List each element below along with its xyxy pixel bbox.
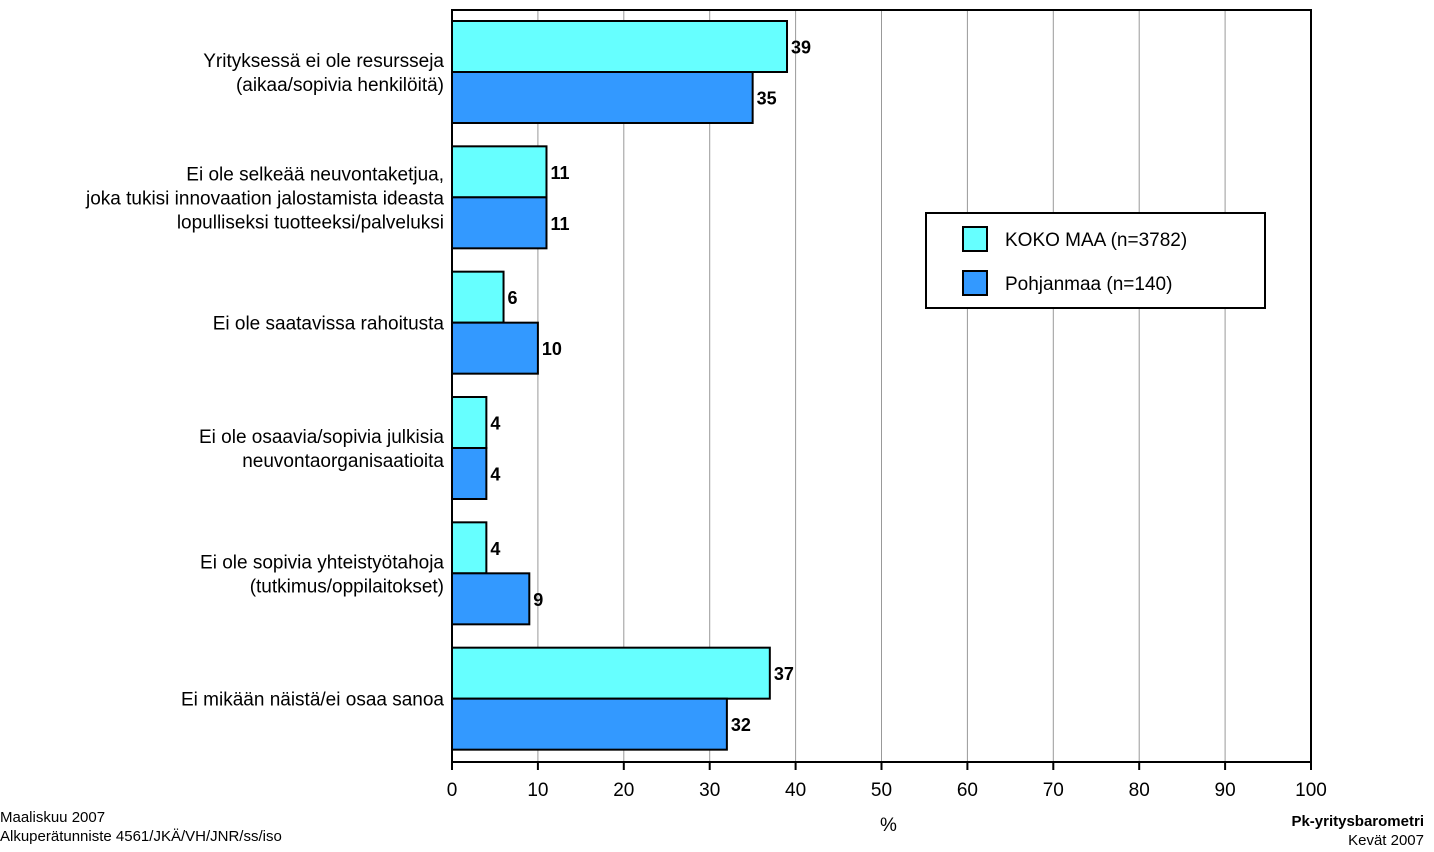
value-label-pohjanmaa-1: 11 <box>550 214 569 234</box>
x-tick-label-100: 100 <box>1295 780 1327 801</box>
category-label-line: (tutkimus/oppilaitokset) <box>250 576 444 597</box>
category-label-line: (aikaa/sopivia henkilöitä) <box>236 75 444 96</box>
x-tick-label-50: 50 <box>871 780 892 801</box>
bar-pohjanmaa-0 <box>451 71 754 124</box>
value-label-koko-maa-3: 4 <box>490 414 500 434</box>
category-label-line: joka tukisi innovaation jalostamista ide… <box>85 188 444 209</box>
category-label-line: Yrityksessä ei ole resursseja <box>203 51 444 72</box>
footer-season: Kevät 2007 <box>1348 832 1424 849</box>
bars <box>451 20 789 751</box>
x-tick-label-60: 60 <box>957 780 978 801</box>
legend-label-koko-maa: KOKO MAA (n=3782) <box>1005 230 1187 251</box>
bar-pohjanmaa-5 <box>451 697 728 751</box>
category-label-5: Ei mikään näistä/ei osaa sanoa <box>181 690 444 711</box>
bar-koko-maa-1 <box>451 145 548 199</box>
footer-right: Pk-yritysbarometri Kevät 2007 <box>1291 812 1424 850</box>
x-tick-label-10: 10 <box>527 780 548 801</box>
category-label-line: Ei ole osaavia/sopivia julkisia <box>199 427 444 448</box>
category-label-4: Ei ole sopivia yhteistyötahoja (tutkimus/… <box>200 552 444 597</box>
value-label-pohjanmaa-5: 32 <box>731 715 751 735</box>
x-axis-ticks: 0 10 20 30 40 50 60 70 80 90 100 <box>447 762 1327 801</box>
bar-pohjanmaa-2 <box>451 321 539 375</box>
category-label-2: Ei ole saatavissa rahoitusta <box>213 314 445 335</box>
value-label-koko-maa-2: 6 <box>508 288 518 308</box>
category-label-line: neuvontaorganisaatioita <box>242 451 444 472</box>
value-label-koko-maa-0: 39 <box>791 38 811 58</box>
value-label-koko-maa-5: 37 <box>774 664 794 684</box>
gridlines <box>537 10 1226 762</box>
footer-source-id: Alkuperätunniste 4561/JKÄ/VH/JNR/ss/iso <box>0 828 282 845</box>
legend-label-pohjanmaa: Pohjanmaa (n=140) <box>1005 274 1172 295</box>
value-label-pohjanmaa-3: 4 <box>490 465 500 485</box>
legend-swatch-pohjanmaa <box>962 270 988 296</box>
category-label-line: Ei mikään näistä/ei osaa sanoa <box>181 690 444 711</box>
category-labels: Yrityksessä ei ole resursseja (aikaa/sopi… <box>85 51 444 711</box>
category-label-line: lopulliseksi tuotteeksi/palveluksi <box>177 212 444 233</box>
legend-swatch-koko-maa <box>962 226 988 252</box>
footer-brand: Pk-yritysbarometri <box>1291 813 1424 830</box>
bar-koko-maa-2 <box>451 270 505 324</box>
bar-koko-maa-0 <box>451 20 789 73</box>
bar-pohjanmaa-4 <box>451 572 531 626</box>
category-label-3: Ei ole osaavia/sopivia julkisia neuvontao… <box>199 427 444 472</box>
x-tick-label-30: 30 <box>699 780 720 801</box>
bar-koko-maa-3 <box>451 396 488 449</box>
category-label-line: Ei ole selkeää neuvontaketjua, <box>186 164 444 185</box>
bar-koko-maa-5 <box>451 646 771 700</box>
bar-koko-maa-4 <box>451 521 488 575</box>
x-tick-label-90: 90 <box>1215 780 1236 801</box>
bar-pohjanmaa-1 <box>451 196 548 250</box>
category-label-0: Yrityksessä ei ole resursseja (aikaa/sopi… <box>203 51 444 96</box>
category-label-line: Ei ole sopivia yhteistyötahoja <box>200 552 444 573</box>
x-tick-label-20: 20 <box>613 780 634 801</box>
category-label-1: Ei ole selkeää neuvontaketjua, joka tukis… <box>85 164 444 233</box>
x-axis-label: % <box>880 815 897 836</box>
value-label-koko-maa-4: 4 <box>490 539 500 559</box>
x-tick-label-70: 70 <box>1043 780 1064 801</box>
footer-left: Maaliskuu 2007 Alkuperätunniste 4561/JKÄ… <box>0 808 282 846</box>
value-label-pohjanmaa-4: 9 <box>533 590 543 610</box>
bar-pohjanmaa-3 <box>451 447 488 500</box>
value-label-pohjanmaa-2: 10 <box>542 339 562 359</box>
x-tick-label-0: 0 <box>447 780 458 801</box>
x-tick-label-40: 40 <box>785 780 806 801</box>
value-label-pohjanmaa-0: 35 <box>757 89 777 109</box>
x-tick-label-80: 80 <box>1129 780 1150 801</box>
footer-date: Maaliskuu 2007 <box>0 809 106 826</box>
value-label-koko-maa-1: 11 <box>550 163 569 183</box>
legend: KOKO MAA (n=3782) Pohjanmaa (n=140) <box>925 212 1266 309</box>
category-label-line: Ei ole saatavissa rahoitusta <box>213 314 445 335</box>
value-labels: 39 35 11 11 6 10 4 4 4 9 37 32 <box>490 38 811 736</box>
